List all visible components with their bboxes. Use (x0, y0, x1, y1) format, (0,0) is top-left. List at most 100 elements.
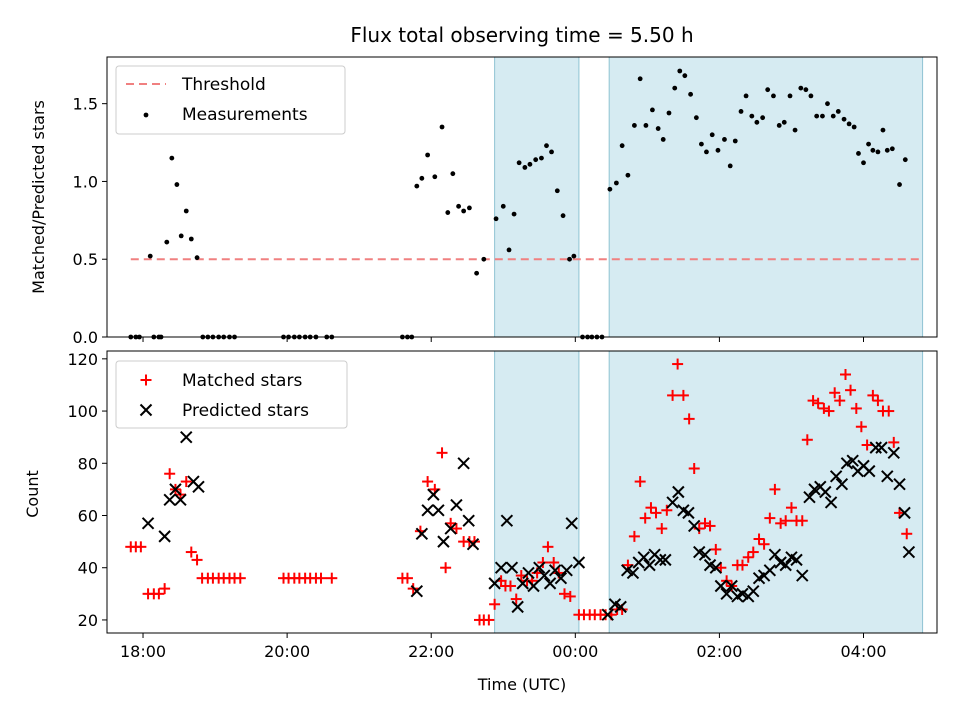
measurement-point (699, 141, 704, 147)
matched-point (436, 447, 448, 459)
y-tick-label: 60 (78, 507, 98, 526)
measurement-point (522, 165, 528, 170)
predicted-point (881, 470, 894, 483)
predicted-point (803, 491, 816, 504)
measurement-point (771, 93, 776, 99)
matched-point (872, 395, 884, 407)
measurement-point (902, 157, 908, 163)
predicted-point (796, 569, 809, 582)
measurement-point (174, 182, 180, 187)
predicted-point (846, 454, 859, 467)
matched-point (537, 557, 549, 568)
measurement-point (527, 161, 533, 167)
predicted-point (898, 506, 911, 520)
measurement-point (554, 188, 560, 194)
matched-point (180, 476, 192, 488)
predicted-point (174, 493, 187, 507)
measurement-point (814, 113, 820, 119)
measurement-point (414, 183, 420, 189)
predicted-point (768, 548, 782, 561)
matched-points (125, 358, 913, 626)
predicted-point (863, 464, 876, 478)
y-tick-label: 40 (78, 559, 98, 578)
matched-point (315, 572, 327, 584)
top-y-axis-label: Matched/Predicted stars (29, 100, 48, 294)
measurement-point (178, 233, 184, 239)
measurement-point (481, 256, 487, 262)
predicted-point (887, 446, 900, 460)
top-legend-box (115, 65, 346, 135)
predicted-point (450, 498, 463, 512)
legend-measurements-swatch (143, 112, 149, 118)
measurement-point (727, 163, 733, 169)
measurement-point (835, 109, 841, 114)
matched-point (901, 528, 913, 540)
matched-point (861, 439, 873, 451)
measurement-point (660, 137, 666, 142)
predicted-point (457, 457, 470, 470)
legend-matched-label: Matched stars (182, 371, 302, 391)
measurement-point (650, 107, 655, 113)
matched-point (542, 541, 554, 553)
measurement-point (732, 138, 738, 144)
measurement-point (666, 110, 672, 116)
bottom-panel: 20 40 60 80 100 120 18:00 20:00 22:00 00:00 02:00… (23, 350, 938, 694)
matched-point (153, 588, 165, 600)
measurement-point (533, 157, 539, 163)
matched-point (634, 476, 646, 488)
x-tick-label: 00:00 (552, 642, 598, 661)
top-axes-frame (106, 56, 938, 338)
measurement-point (619, 143, 625, 149)
measurement-point (450, 171, 456, 177)
predicted-point (533, 561, 546, 574)
predicted-point (725, 579, 738, 593)
predicted-point (654, 553, 667, 567)
measurement-point (825, 101, 830, 107)
shaded-interval (494, 56, 580, 338)
matched-point (185, 546, 197, 558)
predicted-point (527, 579, 540, 593)
measurement-point (643, 123, 649, 128)
matched-point (683, 413, 695, 425)
matched-point (489, 598, 501, 610)
matched-point (699, 517, 711, 529)
measurement-point (841, 116, 847, 122)
measurement-point (738, 109, 744, 114)
matched-point (445, 517, 457, 529)
measurement-point (188, 236, 194, 242)
legend-predicted-label: Predicted stars (182, 401, 309, 421)
shaded-interval (494, 350, 580, 634)
legend-predicted-marker (139, 403, 153, 417)
bottom-y-ticks: 20 40 60 80 100 120 (67, 350, 107, 630)
matched-point (191, 554, 203, 566)
measurement-point (765, 87, 771, 93)
y-tick-label: 120 (67, 350, 98, 369)
predicted-points (141, 430, 916, 621)
bottom-x-ticks: 18:00 20:00 22:00 00:00 02:00 04:00 (120, 633, 887, 661)
predicted-point (829, 470, 843, 483)
matched-point (672, 358, 684, 370)
predicted-point (415, 527, 429, 540)
measurement-point (856, 151, 861, 156)
predicted-point (410, 585, 424, 598)
measurement-point (571, 253, 577, 259)
measurement-point (688, 91, 693, 97)
measurement-point (474, 270, 480, 276)
predicted-point (626, 566, 640, 580)
matched-point (548, 557, 560, 568)
matched-point (645, 502, 657, 514)
matched-point (736, 559, 748, 571)
y-tick-label: 100 (67, 402, 98, 421)
measurement-point (506, 247, 512, 253)
predicted-point (824, 496, 838, 509)
measurement-point (655, 126, 661, 131)
measurement-point (722, 137, 727, 142)
y-tick-label: 20 (78, 611, 98, 630)
top-x-ticks (142, 337, 865, 342)
matched-point (796, 515, 808, 527)
matched-point (510, 593, 522, 605)
predicted-point (169, 483, 182, 496)
top-legend: Threshold Measurements (115, 65, 346, 135)
measurement-point (544, 143, 549, 149)
matched-point (829, 387, 841, 399)
